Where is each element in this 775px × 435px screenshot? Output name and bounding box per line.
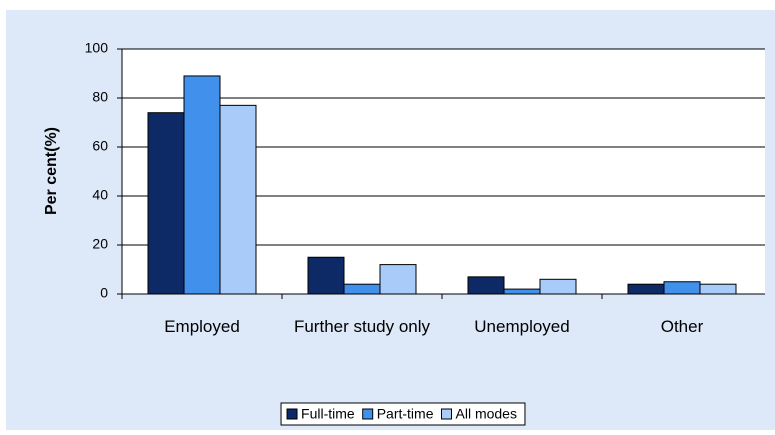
y-tick-label: 100 xyxy=(85,40,109,56)
bar xyxy=(663,281,701,295)
bar xyxy=(539,278,577,295)
legend-swatch xyxy=(441,408,452,420)
y-tick-label: 80 xyxy=(92,89,108,105)
legend-label: Full-time xyxy=(301,406,355,422)
legend-swatch xyxy=(286,408,298,420)
y-axis-label: Per cent(%) xyxy=(43,127,60,215)
y-tick-label: 0 xyxy=(100,285,108,301)
bar xyxy=(379,264,417,295)
legend-label: Part-time xyxy=(377,406,434,422)
x-tick-label: Further study only xyxy=(293,317,431,336)
bar xyxy=(467,276,505,295)
legend-box xyxy=(280,402,526,426)
y-tick-label: 20 xyxy=(92,236,108,252)
legend-swatch xyxy=(362,408,374,420)
bar xyxy=(699,283,737,295)
x-tick-label: Unemployed xyxy=(474,317,570,336)
bar xyxy=(147,112,185,295)
bar xyxy=(307,256,345,295)
bar xyxy=(183,75,221,295)
x-tick-label: Other xyxy=(660,317,704,336)
legend-label: All modes xyxy=(456,406,517,422)
bar xyxy=(343,283,381,295)
bar xyxy=(503,288,541,295)
x-tick-label: Employed xyxy=(164,317,240,336)
y-tick-label: 40 xyxy=(92,187,108,203)
y-tick-label: 60 xyxy=(92,138,108,154)
bar xyxy=(219,104,257,295)
bar xyxy=(627,283,665,295)
